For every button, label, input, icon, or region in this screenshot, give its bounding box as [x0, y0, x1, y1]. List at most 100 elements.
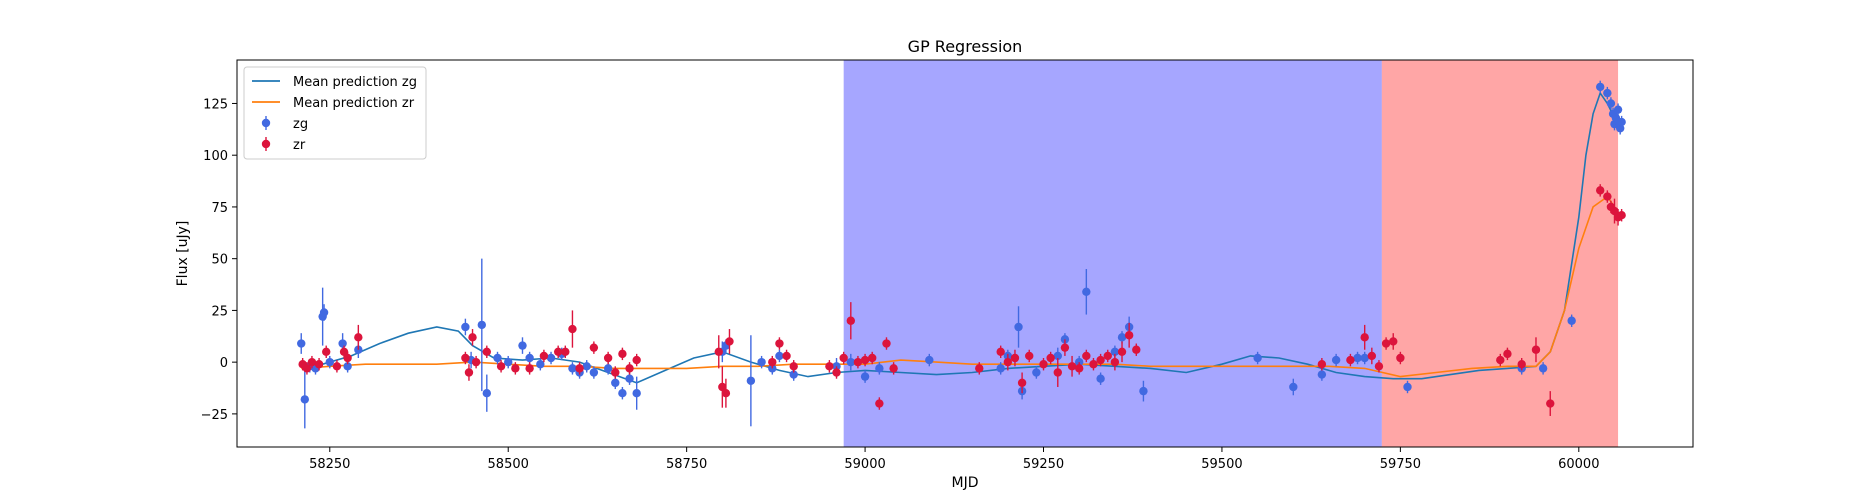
x-tick-label: 60000 — [1558, 457, 1599, 472]
data-point — [889, 364, 898, 373]
data-point — [611, 378, 620, 388]
data-point — [618, 388, 627, 398]
data-point — [603, 364, 613, 373]
data-point — [1060, 335, 1070, 344]
data-point — [297, 339, 306, 348]
y-tick-label: 125 — [203, 97, 228, 112]
x-tick-label: 59750 — [1380, 457, 1421, 472]
data-point — [546, 353, 556, 363]
data-point — [1374, 362, 1384, 371]
series-zr — [298, 184, 1626, 416]
data-point — [575, 364, 584, 373]
data-point — [860, 355, 870, 365]
legend: Mean prediction zg Mean prediction zr zg zr — [243, 66, 427, 160]
data-point — [1496, 355, 1505, 365]
data-point — [825, 362, 834, 371]
data-point — [568, 364, 577, 373]
data-point — [1403, 382, 1412, 392]
data-point — [875, 364, 884, 373]
data-point — [325, 357, 334, 367]
data-point — [875, 399, 884, 408]
data-point — [1089, 360, 1098, 369]
data-point — [1546, 399, 1555, 408]
data-point — [1531, 345, 1541, 354]
data-point — [1132, 345, 1141, 354]
data-point — [1503, 349, 1512, 359]
data-point — [461, 353, 470, 363]
data-point — [1610, 206, 1619, 216]
data-point — [1110, 347, 1120, 357]
data-point — [1603, 192, 1612, 201]
data-point — [464, 368, 474, 377]
data-point — [1017, 378, 1027, 388]
data-point — [307, 357, 317, 367]
shaded-region-1 — [1381, 60, 1615, 447]
data-point — [746, 376, 756, 385]
legend-label: zg — [293, 117, 308, 132]
data-point — [302, 364, 312, 373]
legend-item: Mean prediction zg — [252, 75, 417, 90]
data-point — [975, 364, 984, 373]
data-point — [1032, 368, 1041, 377]
data-point — [1317, 360, 1327, 369]
legend-item: Mean prediction zr — [252, 96, 415, 111]
data-point — [1025, 351, 1034, 361]
y-tick-label: 100 — [203, 149, 228, 164]
legend-label: zr — [293, 138, 306, 153]
data-point — [721, 388, 731, 398]
data-point — [1139, 386, 1148, 396]
data-point — [1353, 353, 1362, 363]
data-point — [725, 337, 734, 346]
data-point — [1360, 353, 1369, 363]
y-tick-label: 50 — [211, 253, 228, 268]
data-point — [561, 347, 570, 357]
data-point — [1117, 347, 1127, 357]
data-point — [1331, 355, 1341, 365]
data-point — [789, 370, 798, 379]
legend-item: zg — [261, 116, 308, 132]
legend-label: Mean prediction zg — [293, 75, 417, 90]
data-point — [882, 339, 891, 348]
data-point — [1082, 351, 1091, 361]
data-point — [319, 308, 329, 317]
data-point — [1046, 353, 1055, 363]
data-point — [860, 372, 870, 381]
data-point — [714, 347, 723, 357]
x-axis-ticks: 58250 58500 58750 59000 59250 59500 59750 60000 — [309, 447, 1599, 472]
data-point — [482, 347, 492, 357]
data-point — [1596, 82, 1605, 92]
data-point — [1346, 355, 1355, 365]
data-point — [839, 353, 848, 363]
data-point — [539, 351, 549, 361]
y-tick-label: 0 — [220, 356, 228, 371]
data-point — [625, 374, 634, 383]
data-point — [846, 316, 856, 325]
data-point — [582, 362, 591, 371]
legend-marker-swatch — [261, 139, 271, 149]
shaded-region-2 — [1614, 60, 1619, 447]
data-point — [300, 395, 310, 404]
data-point — [768, 357, 777, 367]
data-point — [1389, 337, 1398, 346]
data-point — [1082, 287, 1091, 296]
data-point — [1053, 368, 1062, 377]
data-point — [1053, 351, 1062, 361]
plot-content — [297, 80, 1626, 429]
y-tick-label: 25 — [211, 304, 228, 319]
data-point — [339, 347, 349, 357]
data-point — [468, 333, 477, 342]
shaded-region-0 — [843, 60, 1382, 447]
data-point — [553, 347, 563, 357]
data-point — [775, 351, 784, 361]
data-point — [632, 388, 641, 398]
x-tick-label: 59000 — [844, 457, 885, 472]
x-tick-label: 59500 — [1201, 457, 1242, 472]
data-point — [343, 353, 352, 363]
data-point — [603, 353, 613, 363]
data-point — [1003, 357, 1013, 367]
data-point — [518, 341, 527, 350]
x-axis-label: MJD — [952, 475, 979, 491]
data-point — [853, 357, 863, 367]
data-point — [996, 364, 1005, 373]
